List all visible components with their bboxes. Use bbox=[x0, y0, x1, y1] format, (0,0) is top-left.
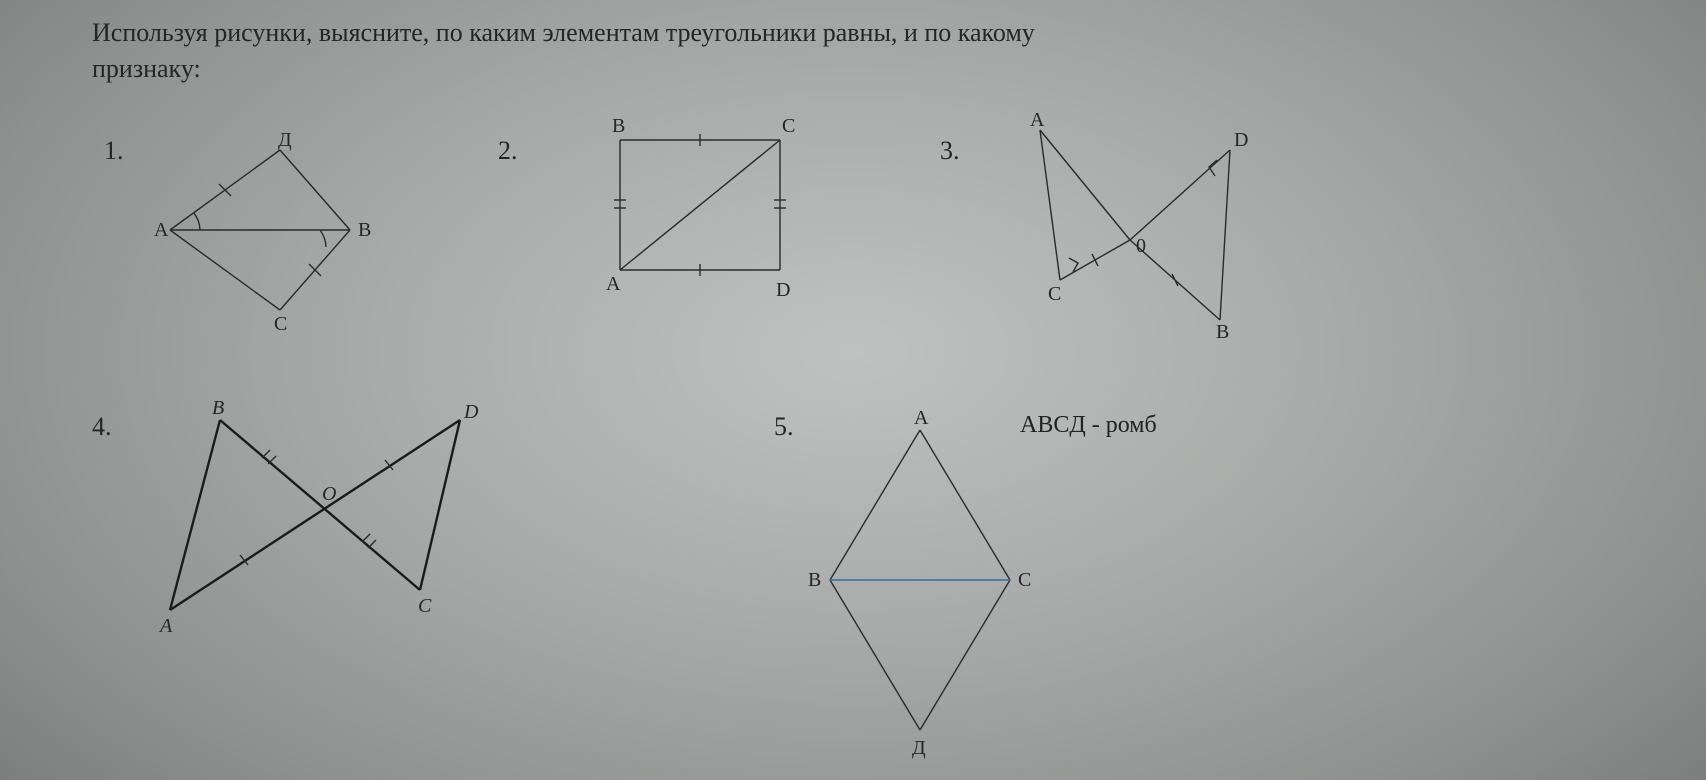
label-3-B: B bbox=[1216, 321, 1229, 343]
label-3-D: D bbox=[1234, 129, 1248, 151]
figure-4: B D O A C bbox=[150, 400, 510, 650]
figure-1: Д A B C bbox=[150, 130, 410, 340]
figure-5: A B C Д bbox=[800, 410, 1060, 750]
label-5-B: B bbox=[808, 569, 821, 591]
label-4-D: D bbox=[463, 401, 479, 423]
label-3-C: C bbox=[1048, 283, 1061, 305]
label-2-B: B bbox=[612, 115, 625, 137]
label-2-C: C bbox=[782, 115, 795, 137]
label-1-D: Д bbox=[278, 129, 292, 151]
figure-3: A D C B 0 bbox=[1000, 110, 1280, 350]
problem-5-number: 5. bbox=[774, 412, 794, 442]
label-3-O: 0 bbox=[1136, 235, 1146, 257]
label-4-O: O bbox=[322, 483, 336, 505]
label-5-C: C bbox=[1018, 569, 1031, 591]
problem-3-number: 3. bbox=[940, 136, 960, 166]
label-4-C: C bbox=[418, 595, 432, 617]
label-5-A: A bbox=[914, 407, 929, 429]
label-1-B: B bbox=[358, 219, 371, 241]
label-3-A: A bbox=[1030, 109, 1045, 131]
label-4-B: B bbox=[212, 397, 224, 419]
figure-2: B C A D bbox=[600, 120, 830, 320]
label-1-C: C bbox=[274, 313, 287, 335]
problem-2-number: 2. bbox=[498, 136, 518, 166]
label-2-A: A bbox=[606, 273, 621, 295]
label-4-A: A bbox=[158, 615, 173, 637]
worksheet-page: Используя рисунки, выясните, по каким эл… bbox=[0, 0, 1706, 780]
label-1-A: A bbox=[154, 219, 169, 241]
question-line-2: признаку: bbox=[92, 54, 201, 84]
question-line-1: Используя рисунки, выясните, по каким эл… bbox=[92, 18, 1035, 48]
problem-4-number: 4. bbox=[92, 412, 112, 442]
label-5-D: Д bbox=[912, 737, 926, 759]
problem-1-number: 1. bbox=[104, 136, 124, 166]
label-2-D: D bbox=[776, 279, 790, 301]
